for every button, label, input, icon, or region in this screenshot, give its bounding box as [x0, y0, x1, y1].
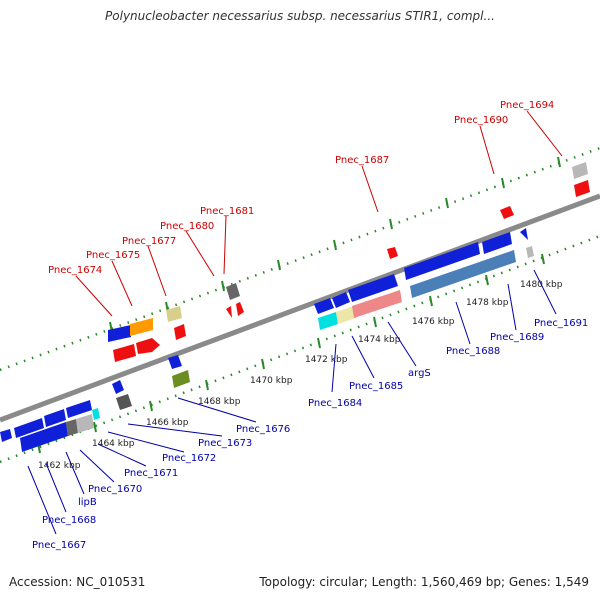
gene-arrow[interactable] — [520, 228, 528, 240]
kbp-label: 1480 kbp — [520, 280, 563, 290]
gene-block[interactable] — [20, 422, 68, 452]
gene-arrow[interactable] — [168, 355, 182, 369]
gene-label[interactable]: Pnec_1673 — [198, 438, 252, 449]
bottom-gene-labels: Pnec_1667 Pnec_1668 lipB Pnec_1670 Pnec_… — [32, 318, 588, 551]
gene-label[interactable]: Pnec_1691 — [534, 318, 588, 329]
top-gene-labels: Pnec_1674 Pnec_1675 Pnec_1677 Pnec_1680 … — [48, 100, 554, 276]
gene-label[interactable]: Pnec_1667 — [32, 540, 86, 551]
chromosome-backbone — [0, 193, 600, 423]
kbp-label: 1462 kbp — [38, 461, 81, 471]
gene-label[interactable]: Pnec_1676 — [236, 424, 290, 435]
gene-label[interactable]: Pnec_1684 — [308, 398, 362, 409]
gene-label[interactable]: Pnec_1671 — [124, 468, 178, 479]
kbp-label: 1468 kbp — [198, 397, 241, 407]
top-leader-lines — [75, 110, 563, 317]
gene-arrow[interactable] — [136, 338, 160, 354]
bottom-leader-lines — [27, 269, 557, 535]
gene-label[interactable]: Pnec_1677 — [122, 236, 176, 247]
forward-strand-genes — [108, 162, 590, 362]
kbp-label: 1464 kbp — [92, 439, 135, 449]
gene-block[interactable] — [172, 370, 190, 388]
gene-block[interactable] — [76, 414, 94, 433]
kbp-label: 1476 kbp — [412, 317, 455, 327]
upper-major-ticks — [109, 156, 561, 333]
gene-label[interactable]: Pnec_1672 — [162, 453, 216, 464]
gene-block[interactable] — [116, 394, 132, 410]
gene-block[interactable] — [574, 180, 590, 197]
gene-label[interactable]: Pnec_1694 — [500, 100, 554, 111]
gene-block[interactable] — [66, 419, 78, 436]
gene-arrow[interactable] — [332, 292, 350, 308]
gene-label[interactable]: lipB — [78, 497, 97, 508]
gene-arrow[interactable] — [387, 247, 398, 259]
kbp-label: 1466 kbp — [146, 418, 189, 428]
gene-block[interactable] — [336, 306, 356, 324]
gene-arrow[interactable] — [404, 242, 480, 280]
gene-arrow[interactable] — [226, 306, 232, 318]
gene-arrow[interactable] — [44, 409, 66, 427]
gene-arrow[interactable] — [112, 380, 124, 394]
gene-label[interactable]: Pnec_1680 — [160, 221, 214, 232]
gene-block[interactable] — [526, 246, 534, 258]
gene-label[interactable]: Pnec_1685 — [349, 381, 403, 392]
genome-summary-text: Topology: circular; Length: 1,560,469 bp… — [259, 575, 589, 589]
gene-label[interactable]: Pnec_1688 — [446, 346, 500, 357]
map-title: Polynucleobacter necessarius subsp. nece… — [105, 9, 495, 23]
gene-arrow[interactable] — [14, 418, 44, 438]
kbp-label: 1472 kbp — [305, 355, 348, 365]
gene-arrow[interactable] — [236, 302, 244, 316]
gene-arrow[interactable] — [314, 298, 334, 314]
lower-major-ticks — [37, 253, 545, 454]
gene-block[interactable] — [92, 408, 100, 420]
gene-label[interactable]: Pnec_1689 — [490, 332, 544, 343]
gene-block[interactable] — [130, 318, 153, 336]
gene-label[interactable]: Pnec_1687 — [335, 155, 389, 166]
kbp-label: 1470 kbp — [250, 376, 293, 386]
accession-text: Accession: NC_010531 — [9, 575, 146, 589]
gene-label[interactable]: Pnec_1681 — [200, 206, 254, 217]
reverse-strand-genes — [0, 228, 534, 452]
gene-arrow[interactable] — [0, 429, 12, 442]
gene-label[interactable]: Pnec_1670 — [88, 484, 142, 495]
gene-label[interactable]: Pnec_1674 — [48, 265, 102, 276]
gene-block[interactable] — [572, 162, 588, 179]
gene-block[interactable] — [113, 344, 136, 362]
gene-block[interactable] — [352, 290, 402, 318]
gene-label[interactable]: Pnec_1668 — [42, 515, 96, 526]
gene-block[interactable] — [410, 250, 516, 298]
gene-block[interactable] — [318, 312, 338, 330]
kbp-labels: 1462 kbp 1464 kbp 1466 kbp 1468 kbp 1470… — [38, 280, 563, 471]
kbp-label: 1478 kbp — [466, 298, 509, 308]
gene-block[interactable] — [174, 324, 186, 340]
gene-arrow[interactable] — [482, 232, 512, 254]
gene-arrow[interactable] — [348, 274, 398, 302]
gene-block[interactable] — [166, 306, 182, 322]
kbp-label: 1474 kbp — [358, 335, 401, 345]
gene-block[interactable] — [226, 283, 240, 300]
gene-block[interactable] — [108, 325, 131, 342]
gene-label[interactable]: Pnec_1675 — [86, 250, 140, 261]
gene-label[interactable]: Pnec_1690 — [454, 115, 508, 126]
gene-label[interactable]: argS — [408, 368, 431, 379]
gene-arrow[interactable] — [66, 400, 92, 418]
gene-arrow[interactable] — [500, 206, 514, 219]
